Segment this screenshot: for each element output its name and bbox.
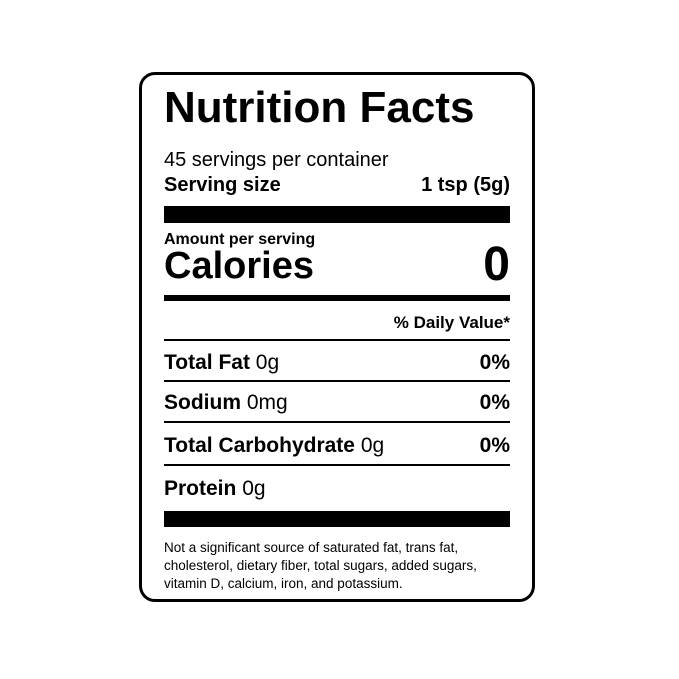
servings: 45 servings per container [164, 149, 389, 171]
nutrient-row: Sodium 0mg 0% [164, 391, 510, 414]
serving-size-value: 1 tsp (5g) [421, 174, 510, 196]
serving-size-label: Serving size [164, 174, 281, 196]
nutrient-row: Total Fat 0g 0% [164, 351, 510, 374]
dv-header: % Daily Value* [393, 313, 510, 332]
nutrient-row: Protein 0g [164, 477, 266, 500]
calories-label: Calories [164, 245, 314, 287]
amount-label: Amount per serving [164, 231, 316, 248]
title: Nutrition Facts [164, 83, 475, 132]
footnote: Not a significant source of saturated fa… [164, 540, 477, 591]
divider [164, 511, 510, 527]
divider [164, 295, 510, 301]
divider [164, 206, 510, 223]
calories-value: 0 [483, 238, 510, 291]
nutrition-label: Nutrition Facts 45 servings per containe… [139, 72, 535, 602]
nutrient-row: Total Carbohydrate 0g 0% [164, 434, 510, 457]
